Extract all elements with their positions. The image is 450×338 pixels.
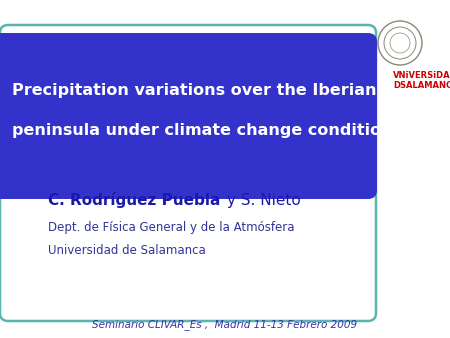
FancyBboxPatch shape (0, 33, 377, 199)
Text: Seminario CLIVAR_Es ,  Madrid 11-13 Febrero 2009: Seminario CLIVAR_Es , Madrid 11-13 Febre… (92, 319, 358, 331)
Text: Dept. de Física General y de la Atmósfera: Dept. de Física General y de la Atmósfer… (48, 221, 294, 235)
Text: VNiVERSiDAD: VNiVERSiDAD (393, 71, 450, 79)
Text: y S. Nieto: y S. Nieto (222, 193, 301, 208)
Text: Universidad de Salamanca: Universidad de Salamanca (48, 243, 206, 257)
Text: peninsula under climate change conditions: peninsula under climate change condition… (12, 123, 402, 139)
Text: DSALAMANCA: DSALAMANCA (393, 80, 450, 90)
Text: C. Rodríguez Puebla: C. Rodríguez Puebla (48, 192, 220, 208)
Text: Precipitation variations over the Iberian: Precipitation variations over the Iberia… (12, 83, 377, 98)
FancyBboxPatch shape (0, 25, 376, 321)
